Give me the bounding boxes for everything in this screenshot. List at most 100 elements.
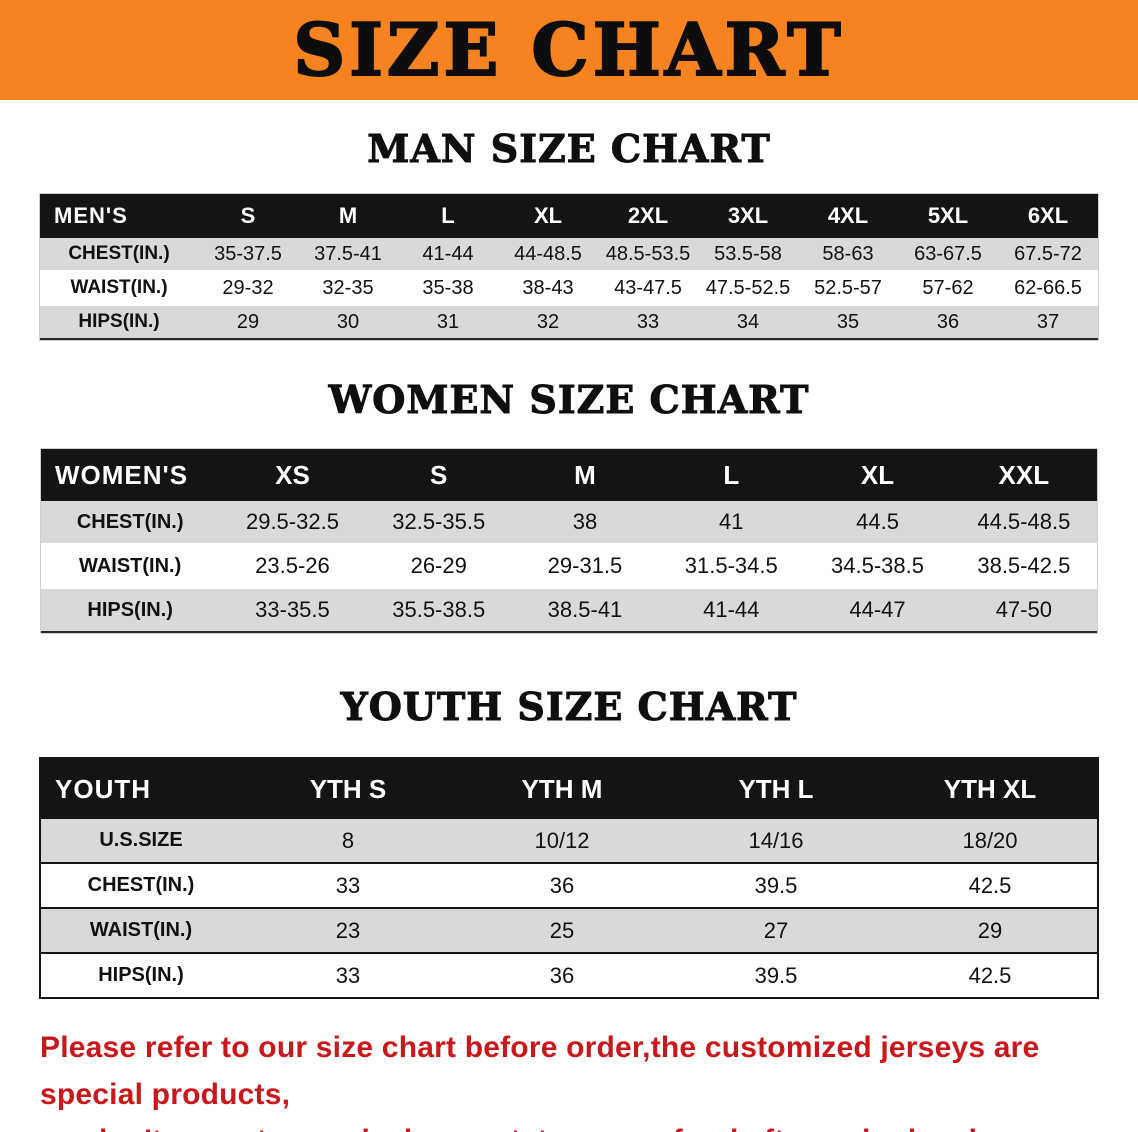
women-column-header: XS [219,449,366,501]
size-value: 32 [498,306,598,340]
size-value: 62-66.5 [998,272,1098,306]
size-value: 52.5-57 [798,272,898,306]
size-value: 25 [455,909,669,954]
men-waist-row: WAIST(IN.) 29-32 32-35 35-38 38-43 43-47… [40,272,1098,306]
women-column-header: S [365,449,512,501]
size-value: 38.5-42.5 [950,545,1097,589]
size-value: 23 [241,909,455,954]
men-column-header: 2XL [598,194,698,238]
women-header-row: WOMEN'S XS S M L XL XXL [41,449,1097,501]
youth-size-chart-title: YOUTH SIZE CHART [340,684,798,730]
size-value: 41-44 [398,238,498,272]
size-chart-banner: SIZE CHART [0,0,1138,100]
size-value: 35-38 [398,272,498,306]
size-value: 31.5-34.5 [658,545,805,589]
size-value: 8 [241,819,455,864]
youth-ussize-row: U.S.SIZE 8 10/12 14/16 18/20 [41,819,1097,864]
size-value: 33-35.5 [219,589,366,633]
size-value: 47.5-52.5 [698,272,798,306]
size-value: 34.5-38.5 [804,545,951,589]
row-label: CHEST(IN.) [41,501,220,545]
size-value: 47-50 [950,589,1097,633]
man-size-table: MEN'S S M L XL 2XL 3XL 4XL 5XL 6XL CHEST… [39,193,1099,341]
size-value: 29.5-32.5 [219,501,366,545]
size-value: 29-32 [198,272,298,306]
men-column-header: S [198,194,298,238]
men-corner-label: MEN'S [40,194,198,238]
size-value: 31 [398,306,498,340]
size-value: 26-29 [365,545,512,589]
size-value: 44-48.5 [498,238,598,272]
youth-column-header: YTH M [455,759,669,819]
size-value: 32.5-35.5 [365,501,512,545]
size-value: 36 [455,864,669,909]
size-value: 53.5-58 [698,238,798,272]
size-value: 29-31.5 [511,545,659,589]
men-column-header: 3XL [698,194,798,238]
size-value: 10/12 [455,819,669,864]
order-policy-line-2: we don't accept cancel, change, teturn o… [40,1118,1100,1132]
size-value: 37.5-41 [298,238,398,272]
size-value: 39.5 [669,864,883,909]
row-label: WAIST(IN.) [41,909,241,954]
size-value: 38-43 [498,272,598,306]
women-hips-row: HIPS(IN.) 33-35.5 35.5-38.5 38.5-41 41-4… [41,589,1097,633]
size-value: 33 [241,864,455,909]
women-chest-row: CHEST(IN.) 29.5-32.5 32.5-35.5 38 41 44.… [41,501,1097,545]
youth-corner-label: YOUTH [41,759,241,819]
size-value: 36 [455,954,669,997]
size-value: 41 [658,501,805,545]
size-value: 27 [669,909,883,954]
women-waist-row: WAIST(IN.) 23.5-26 26-29 29-31.5 31.5-34… [41,545,1097,589]
size-value: 63-67.5 [898,238,998,272]
size-value: 32-35 [298,272,398,306]
size-value: 48.5-53.5 [598,238,698,272]
size-value: 44.5 [804,501,951,545]
size-value: 39.5 [669,954,883,997]
row-label: CHEST(IN.) [40,238,198,272]
row-label: HIPS(IN.) [40,306,198,340]
size-value: 29 [883,909,1097,954]
women-size-chart-title: WOMEN SIZE CHART [328,377,810,423]
men-hips-row: HIPS(IN.) 29 30 31 32 33 34 35 36 37 [40,306,1098,340]
youth-column-header: YTH S [241,759,455,819]
youth-column-header: YTH XL [883,759,1097,819]
men-column-header: 4XL [798,194,898,238]
size-value: 30 [298,306,398,340]
women-column-header: M [511,449,659,501]
women-column-header: XL [804,449,951,501]
size-value: 44.5-48.5 [950,501,1097,545]
youth-size-table: YOUTH YTH S YTH M YTH L YTH XL U.S.SIZE … [39,757,1099,999]
row-label: HIPS(IN.) [41,954,241,997]
men-header-row: MEN'S S M L XL 2XL 3XL 4XL 5XL 6XL [40,194,1098,238]
size-value: 58-63 [798,238,898,272]
men-column-header: M [298,194,398,238]
order-policy-line-1: Please refer to our size chart before or… [40,1031,1040,1111]
size-value: 33 [598,306,698,340]
size-value: 35 [798,306,898,340]
size-value: 67.5-72 [998,238,1098,272]
women-corner-label: WOMEN'S [41,449,220,501]
youth-chest-row: CHEST(IN.) 33 36 39.5 42.5 [41,864,1097,909]
size-value: 18/20 [883,819,1097,864]
men-column-header: L [398,194,498,238]
size-value: 36 [898,306,998,340]
men-column-header: XL [498,194,598,238]
size-value: 42.5 [883,954,1097,997]
size-value: 33 [241,954,455,997]
men-column-header: 5XL [898,194,998,238]
size-value: 38 [511,501,659,545]
women-column-header: L [658,449,805,501]
row-label: CHEST(IN.) [41,864,241,909]
size-value: 38.5-41 [511,589,659,633]
size-value: 43-47.5 [598,272,698,306]
size-value: 34 [698,306,798,340]
men-chest-row: CHEST(IN.) 35-37.5 37.5-41 41-44 44-48.5… [40,238,1098,272]
youth-header-row: YOUTH YTH S YTH M YTH L YTH XL [41,759,1097,819]
page-title: SIZE CHART [292,7,845,92]
youth-hips-row: HIPS(IN.) 33 36 39.5 42.5 [41,954,1097,997]
row-label: WAIST(IN.) [40,272,198,306]
size-value: 23.5-26 [219,545,366,589]
size-value: 14/16 [669,819,883,864]
